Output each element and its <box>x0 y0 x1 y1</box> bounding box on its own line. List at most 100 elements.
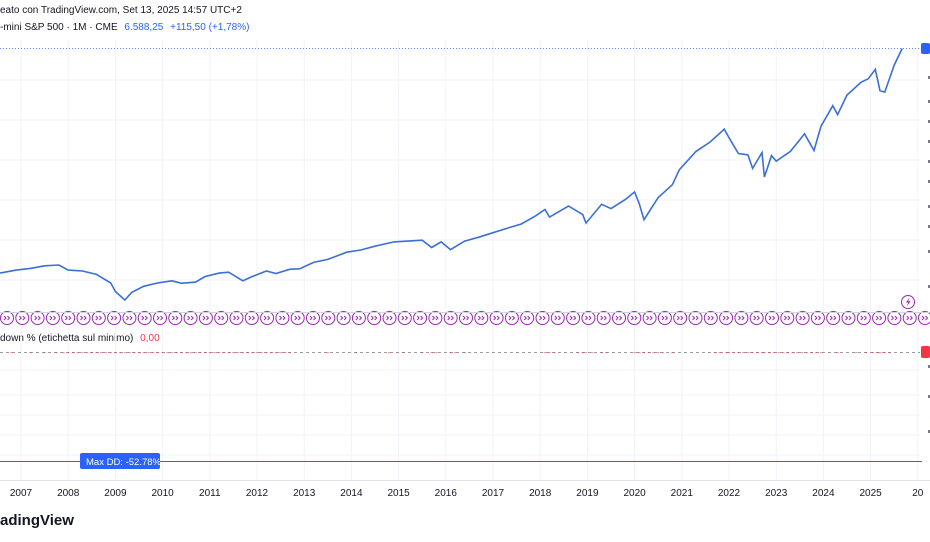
drawdown-bar <box>548 352 551 354</box>
drawdown-bar <box>751 352 754 354</box>
drawdown-bar <box>133 352 136 354</box>
event-icon[interactable] <box>765 311 779 325</box>
event-icon[interactable] <box>91 311 106 325</box>
event-icon[interactable] <box>45 311 60 325</box>
event-icon[interactable] <box>535 311 550 325</box>
drawdown-bar <box>62 352 65 354</box>
drawdown-bar <box>114 352 117 354</box>
event-icon[interactable] <box>581 311 596 325</box>
event-icon[interactable] <box>504 311 519 325</box>
event-icon[interactable] <box>183 311 198 325</box>
event-icon[interactable] <box>810 311 825 325</box>
drawdown-bar <box>855 352 858 354</box>
drawdown-bar <box>777 352 780 354</box>
event-icon[interactable] <box>596 311 611 325</box>
event-icon[interactable] <box>61 311 76 325</box>
event-icon[interactable] <box>413 311 428 325</box>
drawdown-bar <box>270 352 273 354</box>
event-icon[interactable] <box>229 311 244 325</box>
axis-tick <box>928 250 930 253</box>
event-icon[interactable] <box>306 311 320 325</box>
drawdown-bar <box>402 352 405 354</box>
event-icon[interactable] <box>734 311 749 325</box>
event-icon[interactable] <box>841 311 856 325</box>
axis-tick <box>928 285 930 288</box>
drawdown-bar <box>713 352 716 354</box>
event-icon[interactable] <box>0 311 14 325</box>
event-icon[interactable] <box>627 311 642 325</box>
event-icon[interactable] <box>459 311 473 325</box>
axis-tick <box>928 430 930 433</box>
event-icon[interactable] <box>30 311 45 325</box>
drawdown-bar <box>251 352 254 354</box>
event-icon[interactable] <box>550 311 565 325</box>
event-icon[interactable] <box>336 311 351 325</box>
event-icon[interactable] <box>520 311 535 325</box>
event-icon[interactable] <box>428 311 443 325</box>
event-icon[interactable] <box>153 311 167 325</box>
drawdown-bar <box>767 352 771 354</box>
event-icon[interactable] <box>657 311 672 325</box>
event-icon[interactable] <box>749 311 764 325</box>
event-icon[interactable] <box>826 311 841 325</box>
event-icon[interactable] <box>168 311 183 325</box>
drawdown-bar <box>161 352 164 354</box>
drawdown-bar <box>421 352 424 354</box>
time-axis-label: 2014 <box>340 488 363 499</box>
event-icon[interactable] <box>198 311 213 325</box>
event-icon[interactable] <box>673 311 688 325</box>
lightning-icon[interactable] <box>901 295 915 309</box>
drawdown-bar <box>638 352 641 354</box>
event-icon[interactable] <box>214 311 229 325</box>
event-icon[interactable] <box>918 311 930 325</box>
event-icon[interactable] <box>780 311 795 325</box>
event-icon[interactable] <box>474 311 489 325</box>
drawdown-bar <box>326 352 329 354</box>
time-axis[interactable]: 2007 2008 2009 2010 2011 2012 2013 2014 2015 2016… <box>10 488 924 499</box>
event-icon[interactable] <box>719 311 734 325</box>
event-icon[interactable] <box>382 311 397 325</box>
event-icon[interactable] <box>443 311 458 325</box>
event-icon[interactable] <box>15 311 30 325</box>
drawdown-bar <box>170 352 174 354</box>
event-icon[interactable] <box>642 311 657 325</box>
drawdown-bar <box>100 352 103 354</box>
event-icon[interactable] <box>795 311 810 325</box>
event-icon[interactable] <box>856 311 871 325</box>
drawdown-bar <box>746 352 750 354</box>
event-icon[interactable] <box>351 311 366 325</box>
event-icon[interactable] <box>244 311 259 325</box>
event-icon[interactable] <box>872 311 887 325</box>
event-icon[interactable] <box>367 311 382 325</box>
drawdown-bar <box>152 352 155 354</box>
event-icon[interactable] <box>107 311 122 325</box>
event-icon[interactable] <box>321 311 336 325</box>
price-axis-marker <box>921 43 930 54</box>
event-icon[interactable] <box>275 311 290 325</box>
event-icon[interactable] <box>612 311 626 325</box>
event-icon[interactable] <box>902 311 917 325</box>
drawdown-bar <box>255 352 259 354</box>
indicator-name: down % (etichetta sul minimo) <box>0 333 134 344</box>
event-icon[interactable] <box>260 311 275 325</box>
event-icon[interactable] <box>397 311 412 325</box>
event-icon[interactable] <box>566 311 581 325</box>
drawdown-bar <box>95 352 98 354</box>
event-icon[interactable] <box>489 311 504 325</box>
drawdown-bar <box>284 352 287 354</box>
axis-tick <box>928 100 930 103</box>
drawdown-bar <box>156 352 160 354</box>
drawdown-bar <box>449 352 452 354</box>
event-icon[interactable] <box>703 311 718 325</box>
time-axis-label: 2025 <box>859 488 882 499</box>
event-icon[interactable] <box>137 311 152 325</box>
last-price: 6.588,25 <box>124 22 164 33</box>
event-icon[interactable] <box>122 311 137 325</box>
event-icon[interactable] <box>76 311 91 325</box>
time-axis-label: 2012 <box>246 488 269 499</box>
time-axis-label: 2024 <box>812 488 835 499</box>
event-icon[interactable] <box>688 311 703 325</box>
event-icon[interactable] <box>887 311 902 325</box>
event-icon[interactable] <box>290 311 305 325</box>
